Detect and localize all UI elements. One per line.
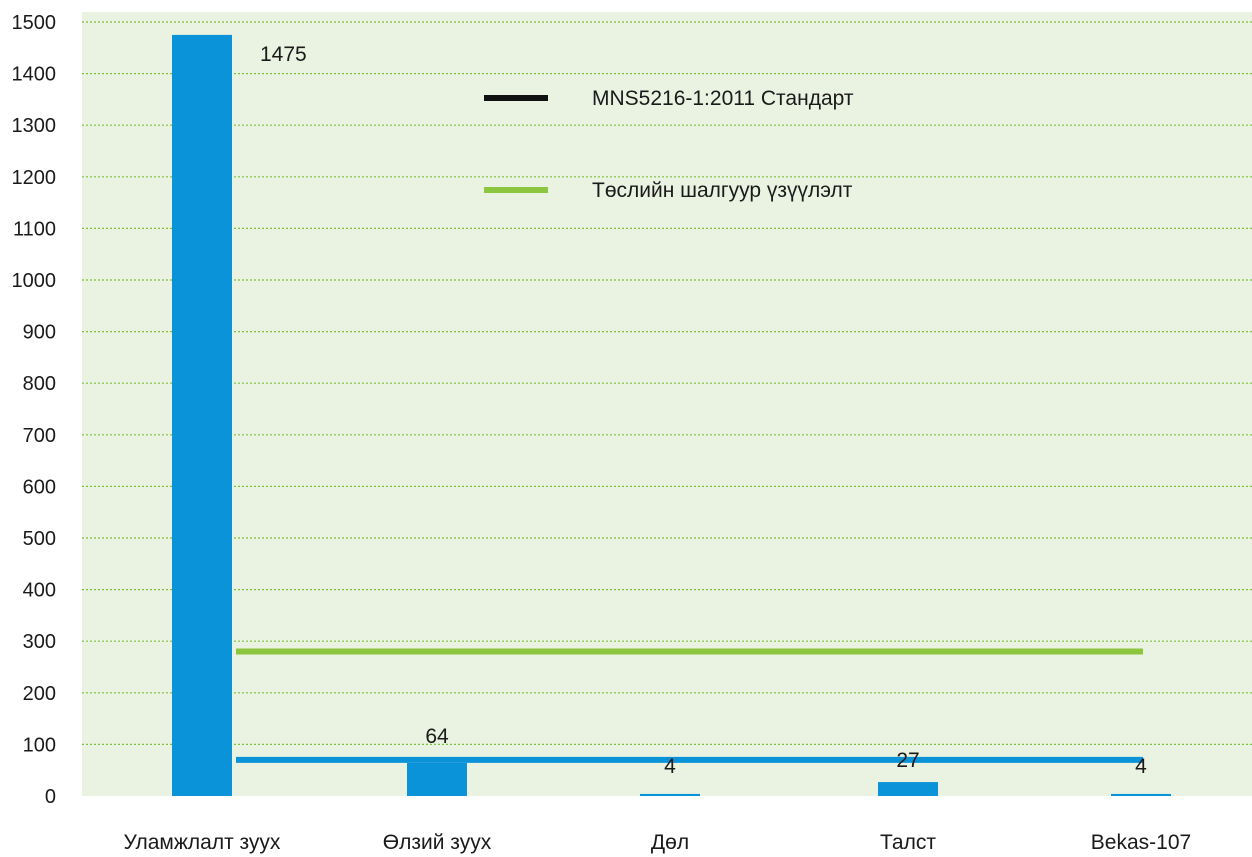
y-tick-label: 500 bbox=[23, 528, 56, 550]
y-tick-label: 800 bbox=[23, 373, 56, 395]
y-tick-label: 300 bbox=[23, 631, 56, 653]
y-tick-label: 1400 bbox=[12, 64, 57, 86]
reference-lines bbox=[236, 648, 1143, 763]
bar-1 bbox=[172, 34, 232, 796]
category-label: Bekas-107 bbox=[1091, 831, 1191, 854]
y-tick-label: 1200 bbox=[12, 167, 57, 189]
y-tick-label: 900 bbox=[23, 322, 56, 344]
category-label: Өлзий зуух bbox=[383, 831, 492, 854]
plot-area bbox=[82, 12, 1252, 796]
y-tick-label: 600 bbox=[23, 476, 56, 498]
grid-lines bbox=[82, 21, 1252, 746]
y-tick-label: 1500 bbox=[12, 12, 57, 34]
y-tick-label: 200 bbox=[23, 683, 56, 705]
legend: MNS5216-1:2011 Стандарт Төслийн шалгуур ү… bbox=[484, 87, 854, 202]
category-label: Талст bbox=[880, 831, 936, 854]
data-label-3: 4 bbox=[664, 755, 676, 778]
data-label-2: 64 bbox=[425, 725, 449, 748]
data-label-5: 4 bbox=[1135, 755, 1147, 778]
data-labels: 1475 64 4 27 4 bbox=[260, 43, 1147, 778]
y-tick-label: 1000 bbox=[12, 270, 57, 292]
y-tick-label: 700 bbox=[23, 425, 56, 447]
bars bbox=[172, 34, 1171, 796]
legend-label-2: Төслийн шалгуур үзүүлэлт bbox=[592, 179, 853, 202]
y-axis-ticks: 0 100 200 300 400 500 600 700 800 900 1000 1100 1200… bbox=[12, 12, 57, 808]
x-axis-categories: Уламжлалт зуух Өлзий зуух Дөл Талст Bekas-10… bbox=[124, 831, 1192, 854]
data-label-1: 1475 bbox=[260, 43, 307, 66]
y-tick-label: 0 bbox=[45, 786, 56, 808]
category-label: Дөл bbox=[651, 831, 689, 854]
legend-label-1: MNS5216-1:2011 Стандарт bbox=[592, 87, 854, 110]
bar-4 bbox=[878, 782, 938, 796]
bar-5 bbox=[1111, 793, 1171, 796]
bar-3 bbox=[640, 793, 700, 796]
data-label-4: 27 bbox=[896, 749, 919, 772]
bar-2 bbox=[407, 762, 467, 796]
category-label: Уламжлалт зуух bbox=[124, 831, 281, 854]
y-tick-label: 1100 bbox=[13, 218, 56, 240]
y-tick-label: 100 bbox=[23, 734, 56, 756]
y-tick-label: 400 bbox=[23, 580, 56, 602]
y-tick-label: 1300 bbox=[12, 115, 57, 137]
